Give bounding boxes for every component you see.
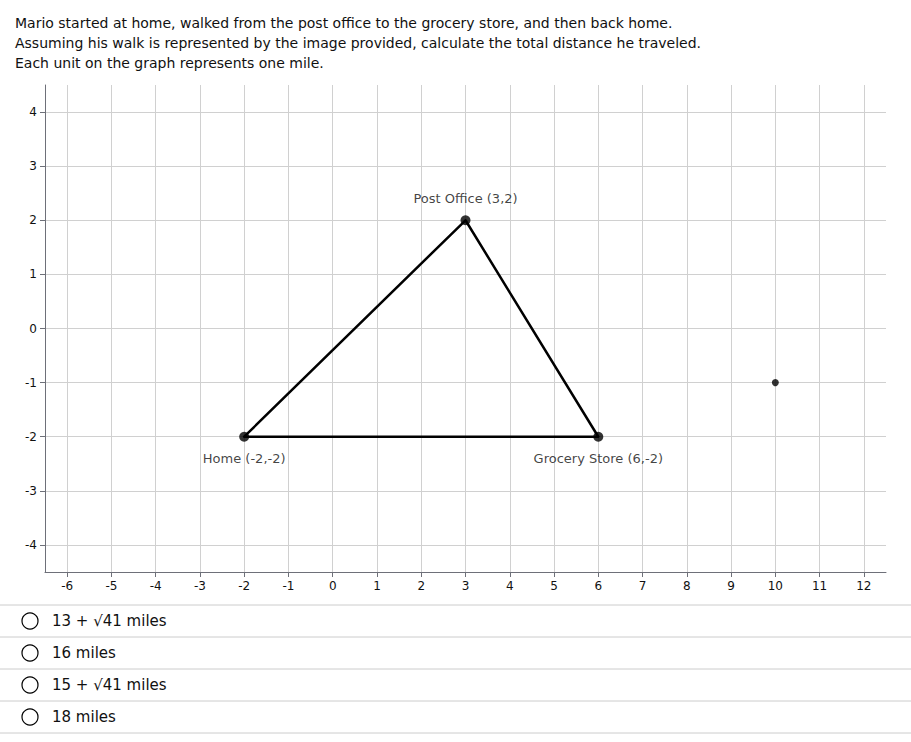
svg-text:18 miles: 18 miles [52,708,116,726]
svg-text:Home (-2,-2): Home (-2,-2) [203,451,286,466]
svg-text:1: 1 [373,579,381,593]
svg-text:-2: -2 [238,579,250,593]
svg-text:15 + √41 miles: 15 + √41 miles [52,676,167,694]
svg-text:-4: -4 [150,579,162,593]
svg-text:4: 4 [506,579,514,593]
svg-text:9: 9 [727,579,735,593]
svg-text:0: 0 [329,579,337,593]
svg-text:-2: -2 [25,430,37,444]
svg-text:-1: -1 [25,376,37,390]
svg-text:Assuming his walk is represent: Assuming his walk is represented by the … [15,35,701,51]
svg-text:-3: -3 [25,484,37,498]
svg-text:3: 3 [462,579,470,593]
svg-text:16 miles: 16 miles [52,644,116,662]
svg-text:Mario started at home, walked: Mario started at home, walked from the p… [15,15,672,31]
svg-text:2: 2 [29,213,37,227]
svg-text:-5: -5 [105,579,117,593]
svg-text:Each unit on the graph represe: Each unit on the graph represents one mi… [15,55,324,71]
svg-text:12: 12 [856,579,871,593]
svg-text:10: 10 [768,579,783,593]
svg-text:Post Office (3,2): Post Office (3,2) [413,191,517,206]
svg-text:-6: -6 [61,579,73,593]
svg-text:0: 0 [29,322,37,336]
svg-text:5: 5 [550,579,558,593]
svg-text:1: 1 [29,267,37,281]
svg-text:2: 2 [417,579,425,593]
svg-text:-1: -1 [282,579,294,593]
svg-text:3: 3 [29,159,37,173]
svg-text:-4: -4 [25,538,37,552]
svg-text:11: 11 [812,579,827,593]
svg-text:Grocery Store (6,-2): Grocery Store (6,-2) [534,451,663,466]
svg-text:8: 8 [683,579,691,593]
svg-text:4: 4 [29,105,37,119]
svg-text:6: 6 [594,579,602,593]
svg-text:13 + √41 miles: 13 + √41 miles [52,612,167,630]
svg-text:7: 7 [639,579,647,593]
svg-text:-3: -3 [194,579,206,593]
